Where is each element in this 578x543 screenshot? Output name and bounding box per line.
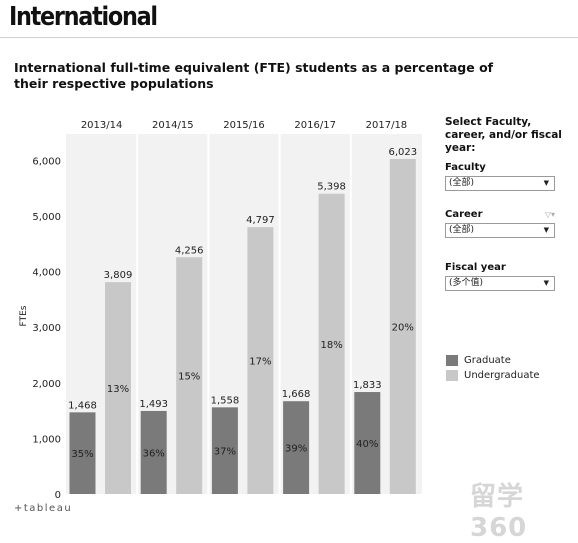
y-tick-label: 5,000	[32, 212, 61, 223]
undergraduate-bar	[318, 193, 345, 494]
filter-panel: Select Faculty, career, and/or fiscal ye…	[445, 116, 573, 291]
faculty-value: (全部)	[449, 178, 475, 188]
fiscal-year-value: (多个值)	[449, 278, 484, 288]
bar-percent-label: 17%	[249, 357, 271, 368]
graduate-bar	[211, 407, 238, 494]
bar-percent-label: 39%	[285, 444, 307, 455]
y-axis-title: FTEs	[19, 305, 29, 326]
undergraduate-bar	[105, 282, 131, 494]
bar-value-label: 6,023	[388, 147, 417, 158]
page-heading: International	[9, 2, 158, 32]
graduate-bar	[69, 412, 96, 494]
legend-label-graduate: Graduate	[464, 355, 511, 366]
bar-percent-label: 37%	[214, 447, 236, 458]
bar-percent-label: 18%	[320, 340, 342, 351]
career-label-row: Career ▽▾	[445, 209, 555, 221]
career-label: Career	[445, 209, 483, 220]
y-tick-label: 1,000	[32, 434, 61, 445]
fiscal-year-label: Fiscal year	[445, 262, 506, 273]
bar-value-label: 1,493	[139, 399, 168, 410]
legend-swatch-graduate	[446, 355, 458, 366]
undergraduate-bar	[389, 158, 416, 494]
bar-percent-label: 13%	[107, 384, 129, 395]
legend-item-undergraduate[interactable]: Undergraduate	[446, 368, 540, 383]
tableau-logo[interactable]: +tableau	[14, 503, 73, 514]
bar-value-label: 1,558	[211, 395, 240, 406]
bar-percent-label: 40%	[356, 439, 378, 450]
fte-bar-chart: 2013/14 2014/15 2015/16 2016/17 2017/18 0 1,00…	[19, 118, 422, 501]
bar-value-label: 3,809	[104, 270, 133, 281]
fiscal-year-filter: Fiscal year (多个值) ▼	[445, 262, 555, 291]
y-tick-label: 6,000	[32, 156, 61, 167]
career-value: (全部)	[449, 225, 475, 235]
y-tick-label: 3,000	[32, 323, 61, 334]
faculty-filter: Faculty (全部) ▼	[445, 162, 555, 191]
filter-funnel-icon[interactable]: ▽▾	[544, 210, 555, 219]
caret-down-icon: ▼	[543, 279, 549, 287]
category-label: 2017/18	[366, 120, 408, 131]
graduate-bar	[354, 392, 381, 494]
legend: Graduate Undergraduate	[446, 353, 540, 383]
graduate-bar	[140, 410, 167, 494]
category-label: 2013/14	[81, 120, 123, 131]
bar-value-label: 4,797	[246, 215, 275, 226]
bar-value-label: 5,398	[317, 182, 346, 193]
y-tick-label: 0	[55, 490, 61, 501]
career-filter: Career ▽▾ (全部) ▼	[445, 209, 555, 238]
y-tick-label: 2,000	[32, 379, 61, 390]
category-label: 2014/15	[152, 120, 194, 131]
header-divider	[0, 37, 578, 38]
category-label: 2016/17	[294, 120, 336, 131]
bar-value-label: 4,256	[175, 245, 204, 256]
bar-percent-label: 20%	[392, 322, 414, 333]
faculty-label: Faculty	[445, 162, 486, 173]
undergraduate-bar	[176, 257, 203, 494]
bar-percent-label: 15%	[178, 372, 200, 383]
watermark-logo: 留学360	[470, 482, 528, 543]
undergraduate-bar	[247, 227, 274, 494]
legend-swatch-undergraduate	[446, 370, 458, 381]
graduate-bar	[283, 401, 310, 494]
legend-label-undergraduate: Undergraduate	[464, 370, 540, 381]
caret-down-icon: ▼	[543, 226, 549, 234]
faculty-dropdown[interactable]: (全部) ▼	[445, 176, 555, 191]
y-tick-label: 4,000	[32, 268, 61, 279]
bar-value-label: 1,668	[282, 389, 311, 400]
bar-percent-label: 36%	[143, 448, 165, 459]
fiscal-year-dropdown[interactable]: (多个值) ▼	[445, 276, 555, 291]
category-label: 2015/16	[223, 120, 265, 131]
chart-title: International full-time equivalent (FTE)…	[14, 60, 494, 91]
bar-value-label: 1,468	[68, 400, 97, 411]
caret-down-icon: ▼	[543, 179, 549, 187]
legend-item-graduate[interactable]: Graduate	[446, 353, 540, 368]
career-dropdown[interactable]: (全部) ▼	[445, 223, 555, 238]
bar-value-label: 1,833	[353, 380, 382, 391]
bar-percent-label: 35%	[71, 449, 93, 460]
filter-heading: Select Faculty, career, and/or fiscal ye…	[445, 116, 562, 154]
